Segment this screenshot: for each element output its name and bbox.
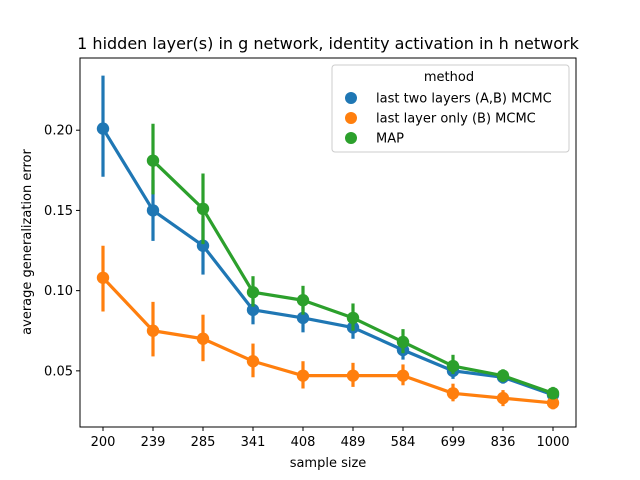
x-tick-label: 200: [91, 435, 116, 450]
data-point: [146, 154, 160, 167]
y-tick-label: 0.10: [44, 284, 73, 299]
data-point: [546, 387, 560, 400]
series-3: [146, 123, 560, 400]
y-tick-label: 0.05: [44, 364, 73, 379]
data-point: [196, 239, 210, 252]
data-point: [146, 324, 160, 337]
axes: 200 239 285 341 408 489 584 699 836 1000 0.05 0.10 0…: [44, 124, 570, 450]
data-point: [546, 396, 560, 410]
data-point: [496, 369, 510, 382]
plot-frame: [79, 57, 577, 428]
x-axis-title: sample size: [290, 456, 367, 471]
x-tick-label: 239: [141, 435, 166, 450]
series-2: [96, 245, 560, 410]
series-line: [101, 126, 555, 397]
data-point: [146, 204, 160, 217]
data-point: [446, 387, 460, 400]
x-tick-label: 584: [391, 435, 416, 450]
x-tick-label: 836: [491, 435, 516, 450]
data-point: [246, 286, 260, 299]
data-point: [96, 122, 110, 135]
legend-label: MAP: [376, 132, 404, 147]
legend-marker: [345, 112, 357, 124]
data-point: [346, 311, 360, 325]
legend-title: method: [424, 70, 474, 85]
y-tick-label: 0.15: [44, 204, 73, 219]
x-tick-label: 699: [441, 435, 466, 450]
data-point: [396, 335, 410, 349]
x-tick-label: 285: [191, 435, 216, 450]
data-point: [296, 311, 310, 325]
x-tick-label: 408: [291, 435, 316, 450]
data-point: [296, 369, 310, 382]
legend-label: last two layers (A,B) MCMC: [376, 92, 552, 107]
data-point: [96, 271, 110, 284]
data-point: [246, 355, 260, 368]
x-tick-label: 341: [241, 435, 266, 450]
series-line: [101, 276, 555, 405]
legend-label: last layer only (B) MCMC: [376, 112, 536, 127]
data-point: [446, 359, 460, 373]
legend: method last two layers (A,B) MCMC last la…: [331, 64, 570, 153]
data-point: [196, 332, 210, 345]
data-point: [346, 369, 360, 382]
data-point: [496, 391, 510, 405]
data-point: [396, 369, 410, 382]
plot-area: [96, 75, 560, 410]
legend-marker: [345, 92, 357, 104]
data-point: [296, 294, 310, 307]
legend-items: last two layers (A,B) MCMC last layer onl…: [345, 92, 552, 147]
data-point: [196, 202, 210, 216]
legend-box: [331, 64, 570, 153]
data-point: [246, 303, 260, 317]
legend-marker: [345, 132, 357, 144]
x-tick-label: 1000: [536, 435, 569, 450]
y-axis-title: average generalization error: [20, 149, 35, 335]
y-tick-label: 0.20: [44, 124, 73, 139]
chart-title: 1 hidden layer(s) in g network, identity…: [77, 34, 579, 53]
x-tick-label: 489: [341, 435, 366, 450]
